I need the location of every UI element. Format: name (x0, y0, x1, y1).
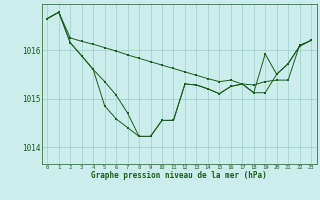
X-axis label: Graphe pression niveau de la mer (hPa): Graphe pression niveau de la mer (hPa) (91, 171, 267, 180)
